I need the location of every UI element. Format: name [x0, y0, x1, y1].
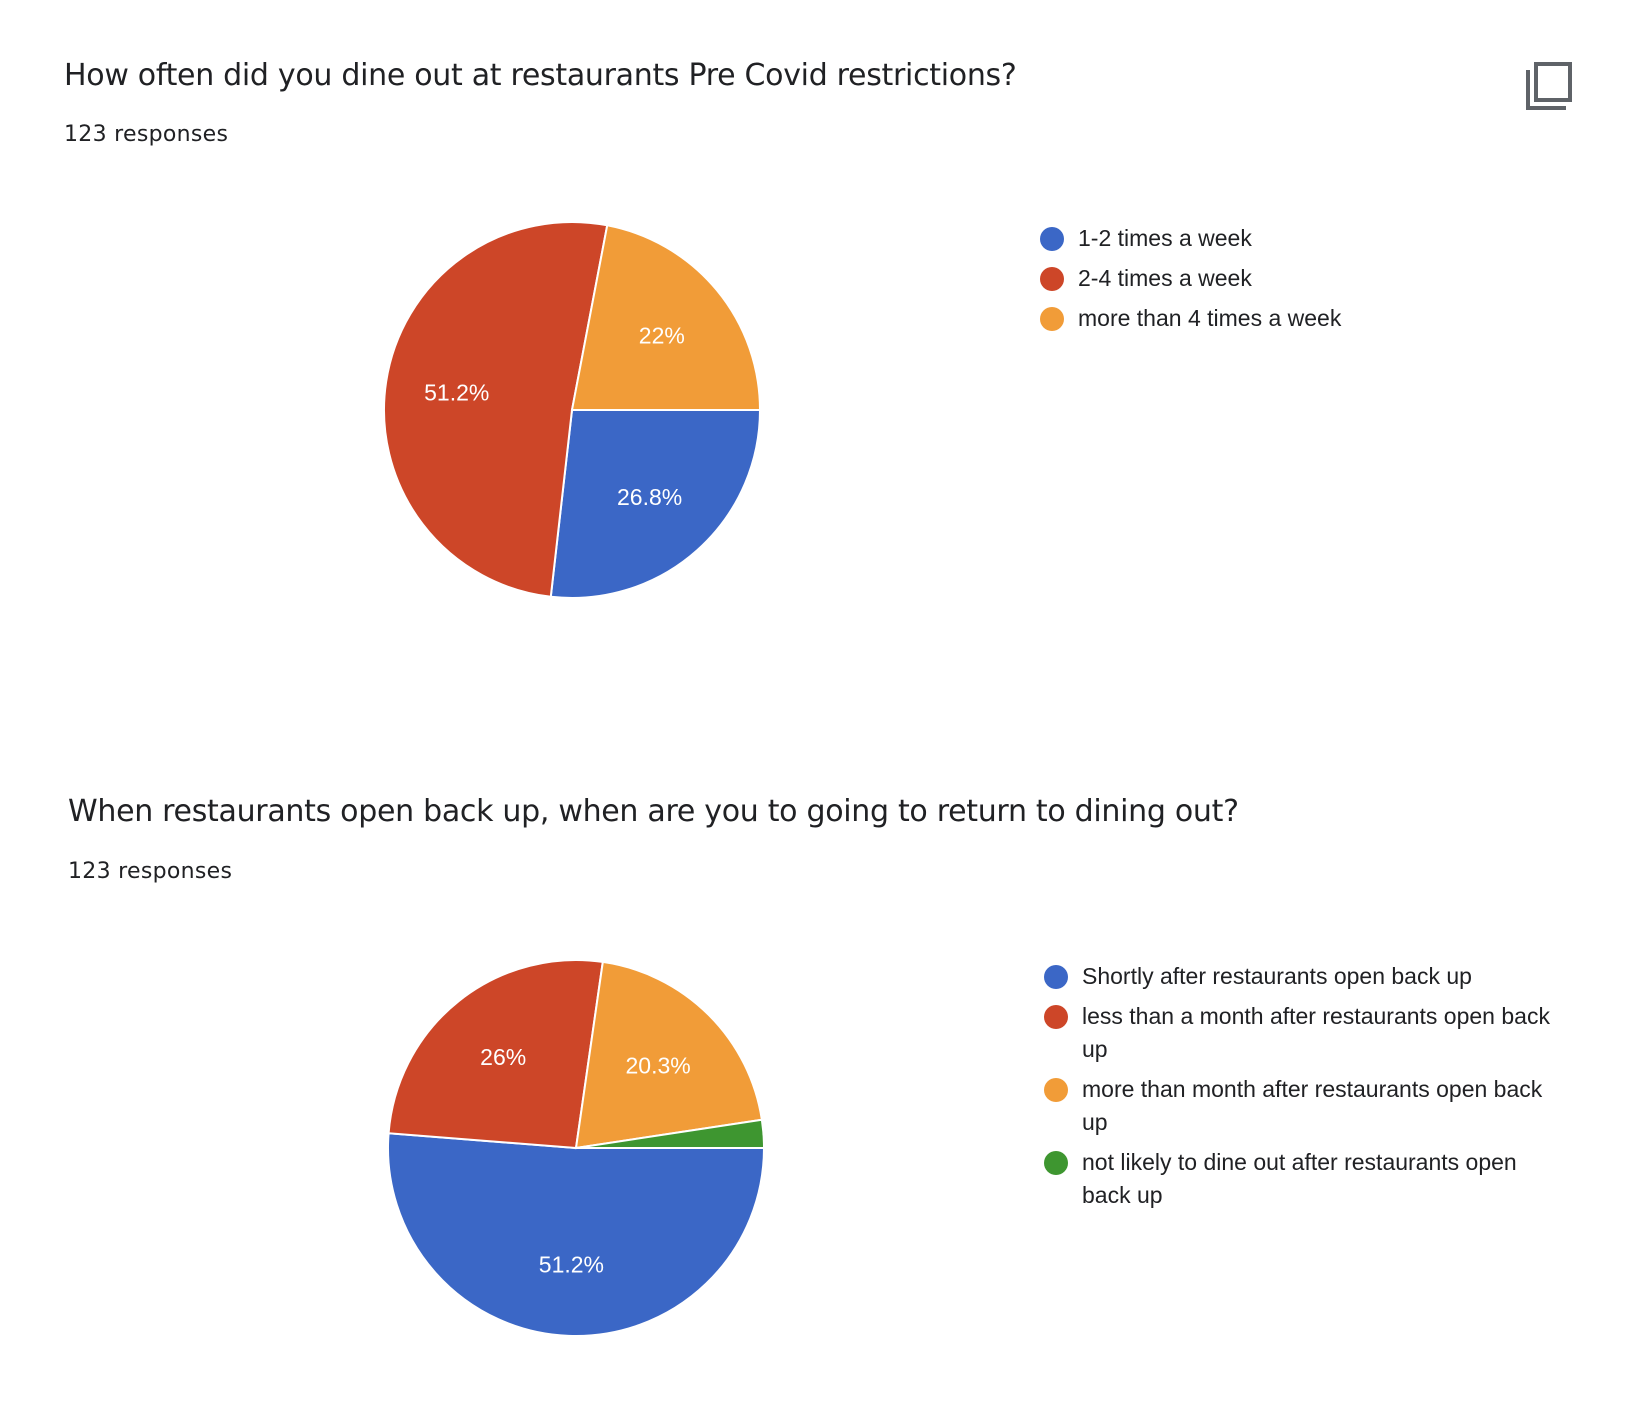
legend-swatch [1044, 1005, 1068, 1029]
slice-value-label: 51.2% [539, 1251, 604, 1277]
question-title: When restaurants open back up, when are … [68, 794, 1239, 829]
chart-legend: 1-2 times a week 2-4 times a week more tha… [1040, 222, 1560, 342]
copy-icon [1526, 62, 1572, 110]
legend-swatch [1044, 965, 1068, 989]
response-count: 123 responses [68, 859, 233, 884]
pie-chart: 26.8% 51.2% 22% [383, 221, 762, 599]
legend-swatch [1044, 1078, 1068, 1102]
slice-value-label: 20.3% [625, 1052, 690, 1078]
slice-value-label: 51.2% [424, 379, 489, 405]
legend-label: 2-4 times a week [1078, 265, 1252, 291]
legend-item[interactable]: more than 4 times a week [1040, 302, 1560, 335]
slice-value-label: 26% [480, 1044, 526, 1070]
legend-label: Shortly after restaurants open back up [1082, 963, 1472, 989]
chart-card-1: How often did you dine out at restaurant… [0, 0, 1638, 700]
pie-slice[interactable] [383, 221, 609, 598]
copy-chart-button[interactable] [1518, 56, 1578, 116]
question-title: How often did you dine out at restaurant… [64, 58, 1017, 93]
pie-slice[interactable] [570, 224, 762, 411]
chart-legend: Shortly after restaurants open back up le… [1044, 960, 1564, 1219]
legend-label: more than month after restaurants open b… [1082, 1076, 1543, 1135]
legend-label: 1-2 times a week [1078, 225, 1252, 251]
legend-swatch [1040, 307, 1064, 331]
legend-item[interactable]: not likely to dine out after restaurants… [1044, 1146, 1564, 1212]
legend-item[interactable]: Shortly after restaurants open back up [1044, 960, 1564, 993]
legend-label: more than 4 times a week [1078, 305, 1342, 331]
response-count: 123 responses [64, 122, 229, 147]
slice-value-label: 26.8% [617, 484, 682, 510]
legend-item[interactable]: 1-2 times a week [1040, 222, 1560, 255]
pie-slice[interactable] [549, 409, 762, 599]
pie-slice[interactable] [575, 1118, 766, 1149]
pie-slice[interactable] [387, 959, 604, 1150]
pie-slice[interactable] [574, 960, 764, 1150]
legend-label: not likely to dine out after restaurants… [1082, 1149, 1517, 1208]
legend-swatch [1040, 227, 1064, 251]
legend-item[interactable]: more than month after restaurants open b… [1044, 1073, 1564, 1139]
pie-slice[interactable] [387, 1132, 766, 1337]
pie-chart: 51.2% 26% 20.3% [387, 959, 766, 1337]
slice-value-label: 22% [639, 323, 685, 349]
legend-swatch [1044, 1151, 1068, 1175]
legend-swatch [1040, 267, 1064, 291]
chart-card-2: When restaurants open back up, when are … [0, 740, 1638, 1414]
legend-label: less than a month after restaurants open… [1082, 1003, 1550, 1062]
legend-item[interactable]: 2-4 times a week [1040, 262, 1560, 295]
legend-item[interactable]: less than a month after restaurants open… [1044, 1000, 1564, 1066]
